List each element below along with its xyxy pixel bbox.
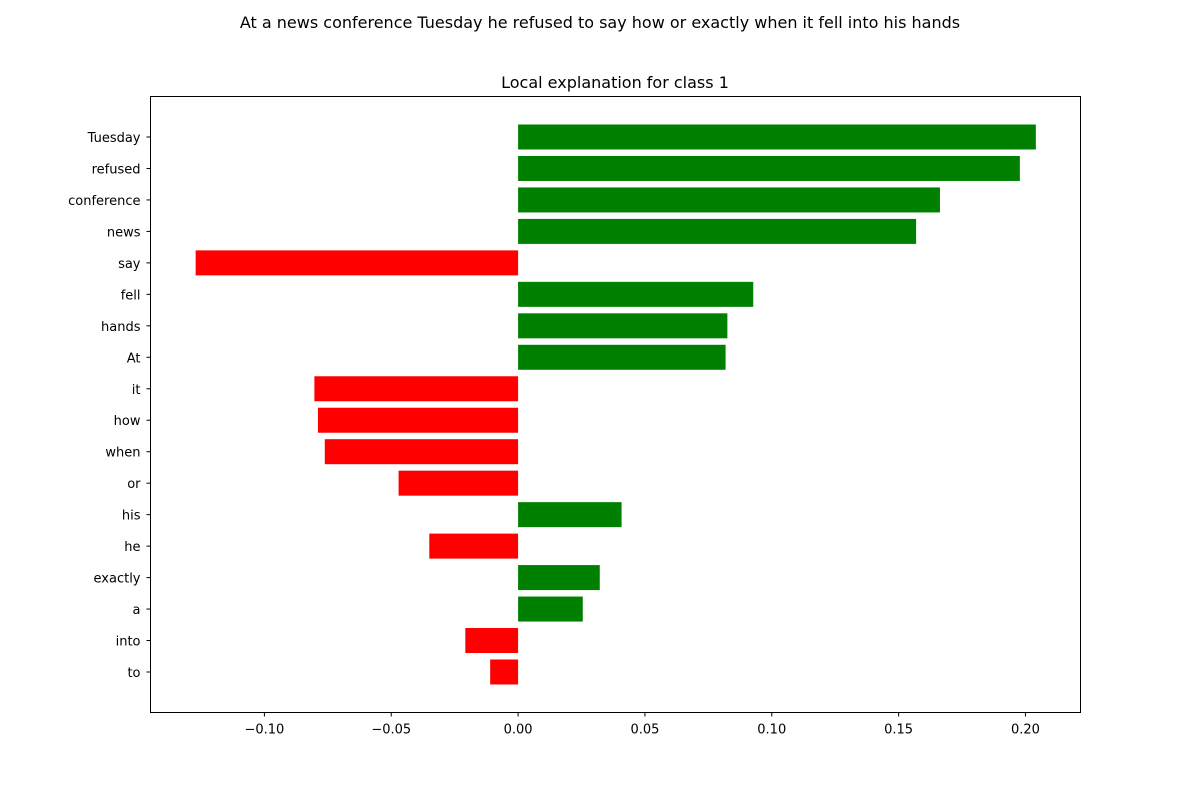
- y-tick-label: refused: [92, 162, 141, 177]
- bar-hands: [518, 313, 728, 339]
- y-tick-label: conference: [68, 194, 140, 209]
- bar-say: [195, 250, 519, 276]
- y-tick-label: when: [105, 446, 140, 461]
- y-tick-label: it: [132, 383, 141, 398]
- bar-how: [317, 407, 519, 433]
- y-tick-label: his: [122, 509, 141, 524]
- x-tick-label: 0.10: [757, 723, 786, 738]
- bar-his: [518, 502, 622, 528]
- y-tick-label: into: [116, 635, 141, 650]
- bar-exactly: [518, 565, 600, 591]
- bar-news: [518, 218, 917, 244]
- figure-suptitle: At a news conference Tuesday he refused …: [239, 13, 961, 32]
- y-tick-label: hands: [101, 320, 141, 335]
- x-tick-label: 0.20: [1011, 723, 1040, 738]
- bar-at: [518, 344, 726, 370]
- x-tick-label: 0.00: [504, 723, 533, 738]
- bar-when: [324, 439, 519, 465]
- y-tick-label: how: [114, 414, 141, 429]
- y-tick-label: to: [127, 666, 140, 681]
- y-tick-label: Tuesday: [87, 131, 141, 146]
- bar-fell: [518, 281, 754, 307]
- bar-conference: [518, 187, 940, 213]
- bar-he: [429, 533, 519, 559]
- bar-tuesday: [518, 124, 1036, 150]
- bar-to: [490, 659, 519, 685]
- bar-refused: [518, 155, 1020, 181]
- bar-it: [314, 376, 519, 402]
- x-axis: −0.10 −0.05 0.00 0.05 0.10 0.15 0.20: [244, 712, 1040, 738]
- chart-title: Local explanation for class 1: [501, 73, 729, 92]
- bar-or: [398, 470, 519, 496]
- x-tick-label: 0.15: [884, 723, 913, 738]
- y-tick-label: a: [133, 603, 141, 618]
- plot-frame: [150, 96, 1081, 713]
- y-tick-label: he: [124, 540, 140, 555]
- bar-a: [518, 596, 583, 622]
- y-tick-label: or: [127, 477, 141, 492]
- bars-layer: [195, 124, 1036, 685]
- y-tick-label: say: [118, 257, 141, 272]
- y-tick-label: fell: [121, 288, 141, 303]
- bar-into: [465, 628, 519, 654]
- y-tick-label: exactly: [94, 572, 141, 587]
- x-tick-label: −0.10: [244, 723, 284, 738]
- y-tick-label: news: [107, 225, 141, 240]
- x-tick-label: 0.05: [630, 723, 659, 738]
- y-tick-label: At: [127, 351, 141, 366]
- x-tick-label: −0.05: [371, 723, 411, 738]
- y-axis: Tuesday refused conference news say fell hands…: [68, 131, 151, 681]
